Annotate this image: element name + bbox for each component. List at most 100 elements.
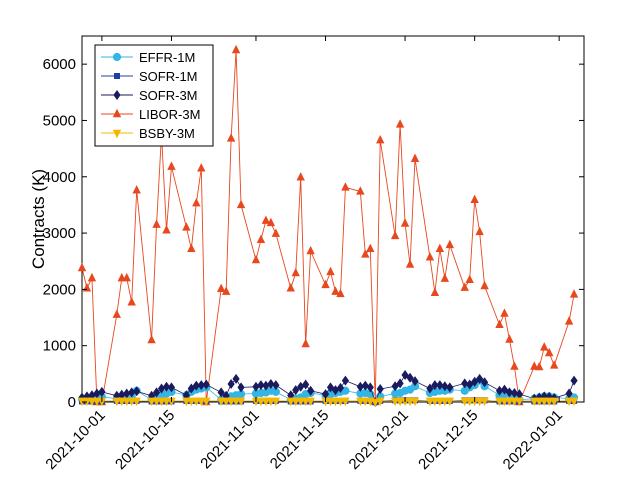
data-point-sofr-3m (133, 386, 141, 397)
data-point-libor-3m (231, 44, 241, 54)
data-point-bsby-3m (341, 397, 350, 407)
data-point-sofr-3m (361, 380, 369, 391)
y-tick-label: 2000 (43, 281, 76, 298)
data-point-libor-3m (291, 267, 300, 277)
data-point-libor-3m (530, 361, 539, 370)
data-point-sofr-3m (152, 387, 161, 398)
data-point-sofr-3m (192, 380, 200, 391)
data-point-sofr-3m (426, 383, 434, 394)
data-point-sofr-3m (118, 389, 126, 400)
x-tick-label: 2021-12-15 (415, 407, 481, 473)
legend-swatch-marker-bsby-3m (112, 129, 122, 139)
data-point-libor-3m (390, 230, 400, 240)
legend-swatch-marker-sofr-1m (114, 73, 120, 79)
data-point-libor-3m (286, 283, 295, 292)
data-point-sofr-3m (197, 380, 205, 391)
data-point-libor-3m (470, 194, 479, 204)
data-point-bsby-3m (132, 397, 141, 407)
data-point-sofr-3m (128, 387, 136, 398)
data-point-sofr-3m (471, 376, 479, 387)
data-point-libor-3m (127, 297, 136, 306)
data-point-libor-3m (569, 289, 579, 298)
x-tick-label: 2021-12-01 (346, 407, 412, 473)
data-point-libor-3m (341, 182, 350, 191)
series-line-libor-3m (81, 50, 575, 404)
data-point-libor-3m (430, 287, 440, 296)
data-point-bsby-3m (236, 397, 246, 407)
data-point-libor-3m (535, 361, 544, 371)
data-point-sofr-3m (202, 379, 210, 390)
data-point-bsby-3m (569, 397, 579, 407)
data-point-sofr-3m (366, 382, 374, 393)
data-point-bsby-3m (376, 397, 385, 407)
data-point-sofr-3m (570, 375, 578, 386)
data-point-bsby-3m (202, 397, 211, 407)
data-point-sofr-3m (341, 375, 350, 386)
data-point-sofr-3m (272, 380, 280, 391)
data-point-sofr-3m (217, 387, 225, 398)
data-point-libor-3m (132, 185, 141, 194)
data-point-sofr-3m (232, 373, 240, 384)
data-point-libor-3m (460, 282, 469, 291)
data-point-libor-3m (445, 239, 455, 249)
legend-swatch-marker-effr-1m (112, 52, 122, 62)
data-point-libor-3m (221, 286, 231, 295)
legend-label-bsby-3m: BSBY-3M (139, 126, 195, 141)
data-point-sofr-3m (167, 382, 176, 393)
data-point-libor-3m (505, 334, 514, 343)
data-point-sofr-3m (356, 381, 364, 392)
data-point-libor-3m (192, 198, 201, 207)
data-point-sofr-3m (436, 380, 444, 391)
data-point-libor-3m (435, 243, 445, 253)
y-tick-label: 5000 (43, 112, 76, 129)
data-point-bsby-3m (371, 398, 380, 408)
data-point-sofr-3m (446, 382, 454, 393)
data-point-sofr-3m (495, 385, 504, 396)
data-point-sofr-3m (78, 392, 86, 403)
data-point-sofr-3m (93, 388, 101, 399)
data-point-libor-3m (405, 259, 415, 268)
data-point-sofr-3m (336, 382, 345, 393)
data-point-libor-3m (236, 199, 246, 209)
data-point-libor-3m (495, 319, 504, 329)
data-point-sofr-3m (441, 381, 449, 392)
data-point-sofr-3m (480, 377, 489, 388)
data-point-sofr-3m (401, 369, 409, 380)
data-point-sofr-3m (461, 378, 469, 389)
legend-label-sofr-1m: SOFR-1M (139, 69, 198, 84)
data-point-sofr-3m (411, 376, 419, 387)
data-point-sofr-3m (237, 382, 245, 393)
x-tick-label: 2021-10-15 (112, 407, 178, 473)
data-point-sofr-3m (565, 388, 573, 399)
data-point-libor-3m (216, 283, 226, 293)
data-point-libor-3m (410, 153, 420, 162)
data-point-libor-3m (480, 280, 489, 290)
data-point-libor-3m (306, 245, 315, 255)
data-point-libor-3m (197, 163, 206, 172)
data-point-libor-3m (366, 243, 375, 253)
legend-label-libor-3m: LIBOR-3M (139, 107, 200, 122)
data-point-libor-3m (167, 161, 176, 170)
data-point-libor-3m (226, 133, 236, 142)
data-point-sofr-3m (500, 384, 509, 395)
y-tick-label: 0 (68, 394, 76, 411)
data-point-sofr-3m (157, 383, 166, 394)
data-point-libor-3m (400, 218, 410, 227)
data-point-libor-3m (331, 286, 340, 295)
data-point-libor-3m (321, 279, 330, 289)
data-point-libor-3m (112, 309, 121, 318)
data-point-libor-3m (162, 225, 171, 234)
data-point-libor-3m (465, 274, 474, 284)
data-point-libor-3m (251, 254, 261, 264)
x-tick-label: 2021-11-01 (197, 407, 262, 472)
data-point-libor-3m (261, 215, 271, 224)
legend-label-sofr-3m: SOFR-3M (139, 88, 198, 103)
data-point-libor-3m (425, 252, 435, 261)
legend-label-effr-1m: EFFR-1M (139, 50, 195, 65)
data-point-bsby-3m (480, 397, 489, 407)
data-point-bsby-3m (445, 397, 455, 407)
data-point-sofr-3m (431, 380, 439, 391)
x-tick-label: 2021-11-15 (267, 407, 332, 472)
data-point-bsby-3m (410, 397, 420, 407)
data-point-libor-3m (77, 262, 87, 272)
